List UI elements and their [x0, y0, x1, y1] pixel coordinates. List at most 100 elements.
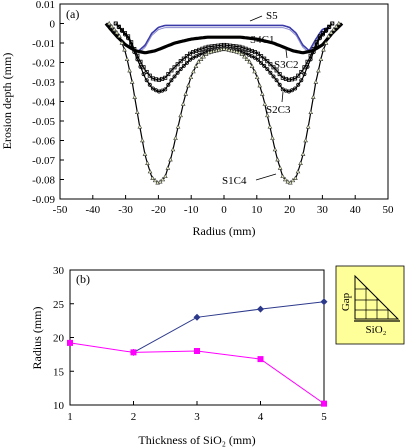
inset-triangle — [354, 274, 400, 320]
data-point — [259, 60, 264, 65]
data-point — [147, 168, 153, 174]
x-axis-label-a: Radius (mm) — [193, 224, 256, 238]
data-point — [257, 83, 263, 88]
data-point — [239, 51, 245, 56]
data-point — [198, 56, 204, 61]
data-point — [275, 157, 280, 162]
data-point — [318, 56, 324, 61]
data-point — [268, 70, 273, 75]
data-point — [184, 60, 189, 65]
data-point — [152, 177, 158, 183]
data-point — [180, 101, 186, 106]
data-point — [321, 400, 327, 407]
y-tick-label-b: 30 — [53, 265, 65, 277]
label-s3c2: S3C2 — [274, 59, 298, 71]
y-tick-label-b: 15 — [53, 366, 65, 378]
data-point — [333, 23, 339, 29]
data-point — [187, 57, 192, 62]
data-point — [67, 339, 73, 346]
data-point — [262, 63, 267, 68]
data-point — [132, 50, 137, 55]
y-tick-label-a: -0.04 — [32, 97, 55, 109]
data-point — [124, 56, 130, 61]
x-tick-label-a: -40 — [85, 204, 100, 216]
series-b-1 — [67, 339, 327, 407]
data-point — [140, 137, 145, 143]
data-point — [132, 94, 138, 99]
data-point — [336, 20, 342, 26]
x-tick-label-b: 2 — [131, 411, 137, 423]
data-point — [175, 124, 181, 129]
data-point — [200, 51, 205, 56]
series-line — [104, 22, 344, 55]
data-point — [271, 65, 276, 70]
series-b-0 — [130, 298, 328, 356]
data-point — [123, 32, 128, 37]
data-point — [109, 23, 115, 29]
data-point — [314, 42, 319, 47]
data-point — [229, 48, 234, 53]
x-tick-label-a: 20 — [284, 204, 296, 216]
panel-b-label: (b) — [76, 272, 90, 286]
data-point — [114, 29, 120, 35]
data-point — [290, 88, 295, 93]
y-tick-label-b: 10 — [53, 400, 65, 412]
data-point — [268, 62, 273, 67]
series-s1c4 — [106, 20, 342, 185]
data-point — [144, 78, 149, 83]
data-point — [185, 83, 191, 88]
x-tick-label-b: 4 — [258, 411, 264, 423]
data-point — [267, 124, 273, 129]
y-tick-label-a: -0.07 — [32, 155, 55, 167]
data-point — [184, 54, 189, 59]
data-point — [274, 78, 279, 83]
data-point — [262, 101, 268, 106]
data-point — [172, 65, 177, 70]
data-point — [316, 67, 321, 73]
data-point — [175, 70, 180, 75]
data-point — [163, 75, 168, 80]
panel-a: -50 -40 -30 -20 -10 0 10 20 30 40 50 0.01 0 -0.01 -0.0… — [0, 0, 394, 238]
data-point — [126, 36, 131, 41]
data-point — [157, 179, 163, 184]
data-point — [302, 72, 307, 77]
data-point — [226, 47, 232, 52]
data-point — [112, 26, 117, 32]
data-point — [256, 57, 261, 62]
data-point — [119, 40, 125, 45]
data-point — [106, 20, 112, 26]
data-point — [169, 68, 174, 73]
x-tick-label-a: 0 — [221, 204, 227, 216]
data-point — [328, 29, 334, 35]
y-tick-label-a: -0.01 — [32, 38, 55, 50]
data-point — [113, 21, 118, 26]
inset-box — [335, 265, 405, 345]
data-point — [259, 54, 264, 59]
y-tick-label-a: -0.03 — [32, 77, 55, 89]
data-point — [168, 157, 173, 162]
x-axis-label-b: Thickness of SiO₂ (mm) — [138, 433, 255, 447]
data-point — [259, 91, 265, 96]
x-tick-label-b: 1 — [67, 411, 73, 423]
data-point — [293, 175, 298, 180]
data-point — [257, 305, 264, 313]
data-point — [298, 160, 303, 165]
data-point — [181, 56, 186, 61]
data-point — [317, 36, 322, 41]
data-point — [300, 151, 306, 156]
data-point — [288, 180, 293, 185]
data-point — [191, 68, 196, 74]
data-point — [277, 165, 283, 170]
data-point — [257, 356, 264, 363]
data-point — [247, 59, 252, 64]
data-point — [326, 33, 331, 38]
data-point — [166, 82, 171, 87]
panel-a-label: (a) — [66, 7, 79, 21]
data-point — [129, 42, 134, 47]
inset-diagram: Gap SiO₂ — [335, 265, 405, 345]
data-point — [327, 25, 332, 30]
data-point — [296, 82, 301, 87]
x-tick-label-a: -10 — [184, 204, 199, 216]
x-tick-label-a: 10 — [251, 204, 263, 216]
data-point — [252, 68, 257, 74]
